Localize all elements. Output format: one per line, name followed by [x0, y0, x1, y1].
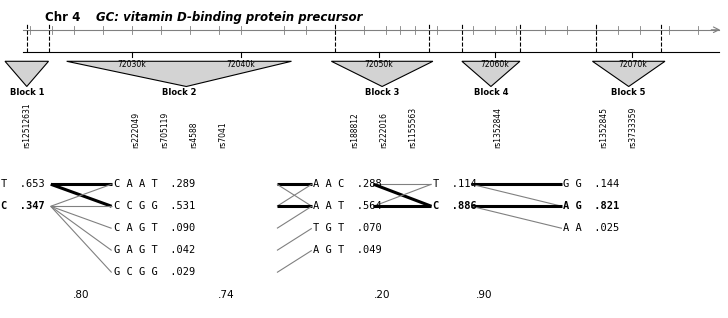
Polygon shape — [593, 61, 665, 86]
Text: rs222016: rs222016 — [379, 112, 388, 148]
Text: A G T  .049: A G T .049 — [313, 245, 382, 255]
Text: 72060k: 72060k — [480, 60, 509, 69]
Text: rs4588: rs4588 — [189, 121, 198, 148]
Polygon shape — [462, 61, 520, 86]
Text: 72050k: 72050k — [364, 60, 393, 69]
Text: rs1352844: rs1352844 — [494, 107, 502, 148]
Text: rs3733359: rs3733359 — [628, 107, 637, 148]
Text: Block 3: Block 3 — [365, 88, 400, 97]
Text: GC: vitamin D-binding protein precursor: GC: vitamin D-binding protein precursor — [95, 11, 362, 24]
Text: rs705119: rs705119 — [160, 112, 169, 148]
Text: 72040k: 72040k — [226, 60, 255, 69]
Text: 72030k: 72030k — [117, 60, 146, 69]
Text: rs188812: rs188812 — [350, 112, 359, 148]
Text: .20: .20 — [374, 290, 390, 300]
Text: Block 5: Block 5 — [612, 88, 646, 97]
Polygon shape — [5, 61, 49, 86]
Text: Block 2: Block 2 — [162, 88, 197, 97]
Text: A G  .821: A G .821 — [563, 201, 620, 211]
Text: rs1155563: rs1155563 — [408, 107, 417, 148]
Text: A A T  .564: A A T .564 — [313, 201, 382, 211]
Text: C A A T  .289: C A A T .289 — [114, 179, 195, 189]
Text: rs7041: rs7041 — [218, 121, 227, 148]
Text: Chr 4: Chr 4 — [45, 11, 80, 24]
Text: A A C  .288: A A C .288 — [313, 179, 382, 189]
Text: rs1352845: rs1352845 — [599, 107, 608, 148]
Text: T  .653: T .653 — [1, 179, 45, 189]
Polygon shape — [331, 61, 433, 86]
Text: Block 4: Block 4 — [474, 88, 508, 97]
Text: C  .886: C .886 — [433, 201, 477, 211]
Text: G G  .144: G G .144 — [563, 179, 620, 189]
Text: C A G T  .090: C A G T .090 — [114, 223, 195, 233]
Text: T G T  .070: T G T .070 — [313, 223, 382, 233]
Polygon shape — [67, 61, 291, 86]
Text: Block 1: Block 1 — [9, 88, 44, 97]
Text: T  .114: T .114 — [433, 179, 477, 189]
Text: G A G T  .042: G A G T .042 — [114, 245, 195, 255]
Text: rs222049: rs222049 — [131, 112, 140, 148]
Text: G C G G  .029: G C G G .029 — [114, 267, 195, 278]
Text: C C G G  .531: C C G G .531 — [114, 201, 195, 211]
Text: A A  .025: A A .025 — [563, 223, 620, 233]
Text: .80: .80 — [73, 290, 90, 300]
Text: C  .347: C .347 — [1, 201, 45, 211]
Text: 72070k: 72070k — [618, 60, 646, 69]
Text: rs12512631: rs12512631 — [23, 102, 31, 148]
Text: .90: .90 — [475, 290, 492, 300]
Text: .74: .74 — [218, 290, 234, 300]
